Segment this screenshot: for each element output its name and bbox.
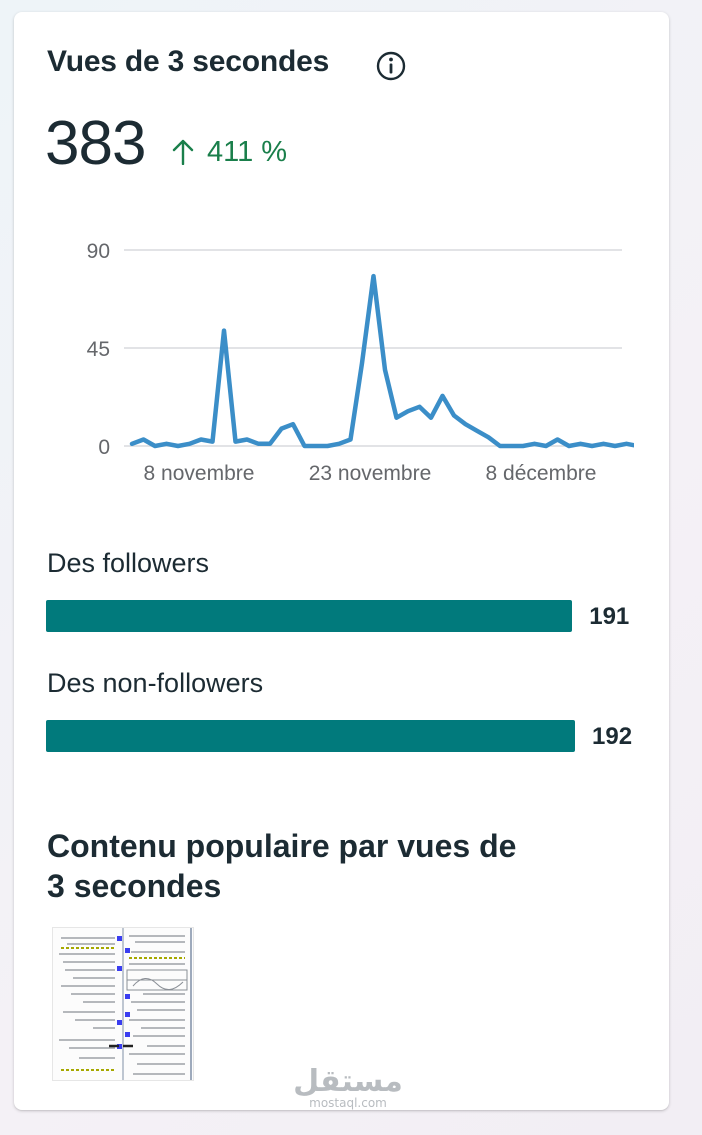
y-tick-45: 45 (87, 338, 110, 361)
followers-bar (46, 600, 573, 632)
non-followers-label: Des non-followers (47, 668, 264, 698)
watermark-url: mostaql.com (309, 1096, 387, 1110)
views-line-chart: 90 45 0 8 novembre 23 novembre 8 décembr… (87, 240, 634, 485)
x-tick-23-novembre: 23 novembre (309, 462, 432, 485)
followers-value: 191 (589, 603, 630, 630)
metric-title: Vues de 3 secondes (47, 45, 330, 78)
popular-title-line-2: 3 secondes (47, 868, 222, 904)
non-followers-value: 192 (592, 723, 633, 750)
arrow-up-icon (172, 139, 194, 165)
non-followers-bar (46, 720, 575, 752)
x-tick-8-novembre: 8 novembre (144, 462, 255, 485)
popular-post-thumbnail[interactable] (52, 927, 194, 1081)
popular-content-title: Contenu populaire par vues de 3 secondes (47, 826, 607, 906)
info-circle-icon[interactable] (375, 50, 407, 82)
y-tick-0: 0 (98, 436, 110, 459)
insights-card: Vues de 3 secondes 383 411 % 90 45 0 8 n… (14, 12, 669, 1110)
followers-label: Des followers (47, 548, 210, 578)
y-tick-90: 90 (87, 240, 110, 263)
document-thumbnail-icon (53, 928, 193, 1080)
popular-title-line-1: Contenu populaire par vues de (47, 828, 517, 864)
series-line (129, 273, 634, 449)
mostaql-watermark: مستقل mostaql.com (293, 1064, 403, 1110)
metric-value: 383 (45, 109, 146, 178)
growth-percentage: 411 % (207, 136, 288, 168)
x-tick-8-decembre: 8 décembre (486, 462, 597, 485)
watermark-arabic: مستقل (293, 1064, 403, 1099)
